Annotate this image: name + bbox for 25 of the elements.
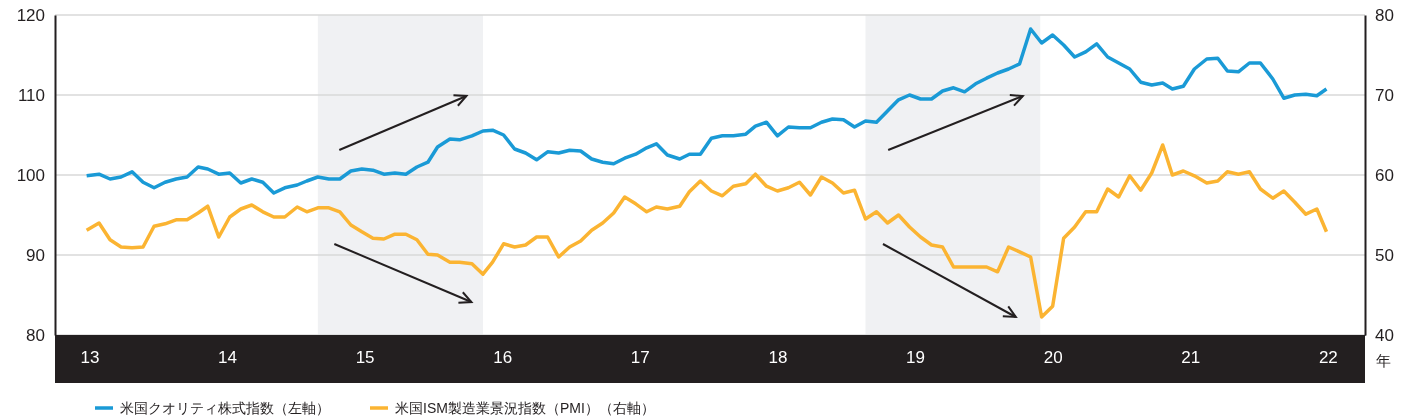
line-series xyxy=(84,143,1329,319)
legend-label: 米国クオリティ株式指数（左軸） xyxy=(120,400,330,416)
y2-tick-label: 60 xyxy=(1375,165,1394,185)
x-tick-label: 20 xyxy=(1043,348,1063,368)
x-tick-label: 13 xyxy=(80,348,100,368)
x-tick-label: 14 xyxy=(218,348,237,368)
x-axis-title: 年 xyxy=(1375,352,1391,369)
y-tick-label: 120 xyxy=(16,5,45,25)
y-tick-label: 100 xyxy=(16,165,45,185)
y-tick-label: 80 xyxy=(26,325,45,345)
y2-tick-label: 40 xyxy=(1375,325,1394,345)
x-tick-label: 18 xyxy=(768,348,788,368)
x-tick-label: 17 xyxy=(630,348,650,368)
legend-label: 米国ISM製造業景況指数（PMI）（右軸） xyxy=(395,400,655,416)
y2-tick-label: 80 xyxy=(1375,5,1394,25)
y-tick-label: 90 xyxy=(26,245,45,265)
x-tick-label: 21 xyxy=(1181,348,1201,368)
y2-tick-label: 70 xyxy=(1375,85,1394,105)
y-tick-label: 110 xyxy=(17,85,45,105)
x-tick-label: 22 xyxy=(1318,348,1338,368)
line-series xyxy=(84,27,1329,195)
x-tick-label: 16 xyxy=(493,348,513,368)
x-tick-label: 19 xyxy=(906,348,925,368)
x-tick-label: 15 xyxy=(355,348,375,368)
y2-tick-label: 50 xyxy=(1375,245,1394,265)
